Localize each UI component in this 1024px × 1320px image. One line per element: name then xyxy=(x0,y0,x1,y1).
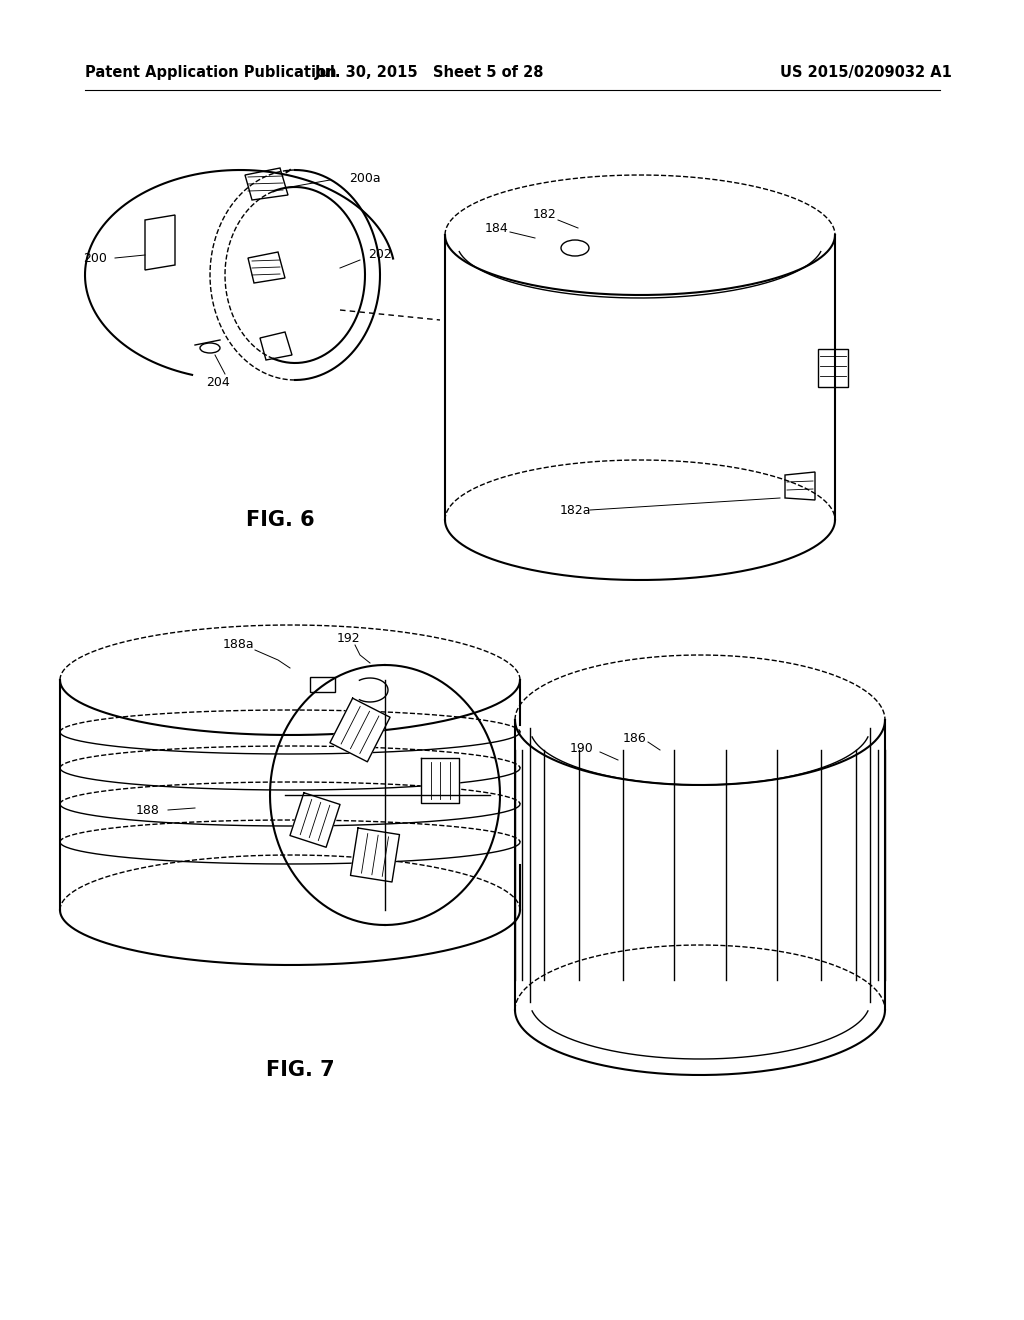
Text: 182a: 182a xyxy=(559,503,591,516)
Text: Jul. 30, 2015   Sheet 5 of 28: Jul. 30, 2015 Sheet 5 of 28 xyxy=(315,65,545,79)
Text: 182: 182 xyxy=(534,209,557,222)
Text: FIG. 7: FIG. 7 xyxy=(265,1060,334,1080)
Text: Patent Application Publication: Patent Application Publication xyxy=(85,65,337,79)
Text: 204: 204 xyxy=(206,375,229,388)
Text: 184: 184 xyxy=(485,222,509,235)
Text: 202: 202 xyxy=(368,248,392,261)
Text: 188: 188 xyxy=(136,804,160,817)
Text: FIG. 6: FIG. 6 xyxy=(246,510,314,531)
Text: 188a: 188a xyxy=(222,639,254,652)
Text: 186: 186 xyxy=(624,731,647,744)
Text: 200: 200 xyxy=(83,252,106,264)
Text: 190: 190 xyxy=(570,742,594,755)
Polygon shape xyxy=(350,828,399,882)
Polygon shape xyxy=(290,793,340,847)
Text: 200a: 200a xyxy=(349,172,381,185)
Polygon shape xyxy=(330,698,390,762)
Polygon shape xyxy=(421,758,459,803)
Text: US 2015/0209032 A1: US 2015/0209032 A1 xyxy=(780,65,952,79)
Text: 192: 192 xyxy=(336,631,359,644)
